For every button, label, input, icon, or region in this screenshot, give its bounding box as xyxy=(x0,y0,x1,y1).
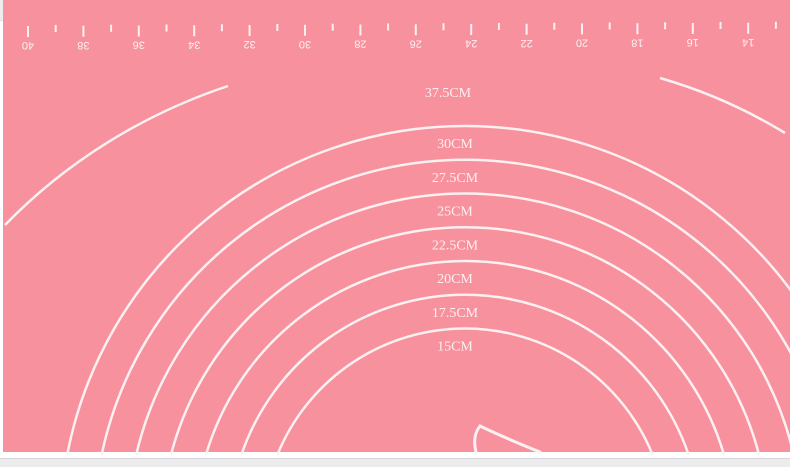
ruler-label: 36 xyxy=(133,39,145,51)
silicone-mat xyxy=(3,0,790,452)
circle-guide-arc xyxy=(100,158,790,456)
ruler-label: 24 xyxy=(465,37,477,49)
circle-label: 20CM xyxy=(437,272,473,287)
ruler-label: 16 xyxy=(687,36,699,48)
circle-guide-arc xyxy=(204,259,726,456)
circle-label: 27.5CM xyxy=(432,171,479,186)
ruler-label: 22 xyxy=(520,37,532,49)
circle-guides: 37.5CM 30CM 27.5CM 25CM 22.5CM 20CM 17.5CM 15CM xyxy=(4,76,790,456)
circle-guide-arc xyxy=(659,76,786,135)
rolling-pin-drawing xyxy=(473,424,542,454)
ruler-label: 28 xyxy=(354,38,366,50)
circle-label: 17.5CM xyxy=(432,306,479,321)
circle-guide-arc xyxy=(65,124,790,456)
ruler-label: 38 xyxy=(77,39,89,51)
circle-guide-arc xyxy=(134,192,790,456)
circle-label: 30CM xyxy=(437,137,473,152)
circle-label: 37.5CM xyxy=(425,86,472,101)
ruler-label: 18 xyxy=(631,36,643,48)
ruler-label: 30 xyxy=(299,38,311,50)
ruler: 40 38 36 34 32 30 28 26 24 22 20 18 16 14 xyxy=(22,21,777,51)
circle-guide-arc xyxy=(240,293,690,456)
circle-guide-arc xyxy=(4,84,229,226)
circle-label: 25CM xyxy=(437,205,473,220)
ruler-label: 32 xyxy=(243,38,255,50)
background-strip-bottom xyxy=(0,458,790,467)
ruler-label: 20 xyxy=(576,37,588,49)
circle-guide-arc xyxy=(169,225,761,456)
circle-label: 15CM xyxy=(437,340,473,355)
circle-label: 22.5CM xyxy=(432,238,479,253)
ruler-label: 40 xyxy=(22,39,34,51)
ruler-label: 26 xyxy=(410,37,422,49)
ruler-label: 34 xyxy=(188,38,200,50)
circle-guide-arc xyxy=(276,327,654,456)
ruler-label: 14 xyxy=(742,36,754,48)
